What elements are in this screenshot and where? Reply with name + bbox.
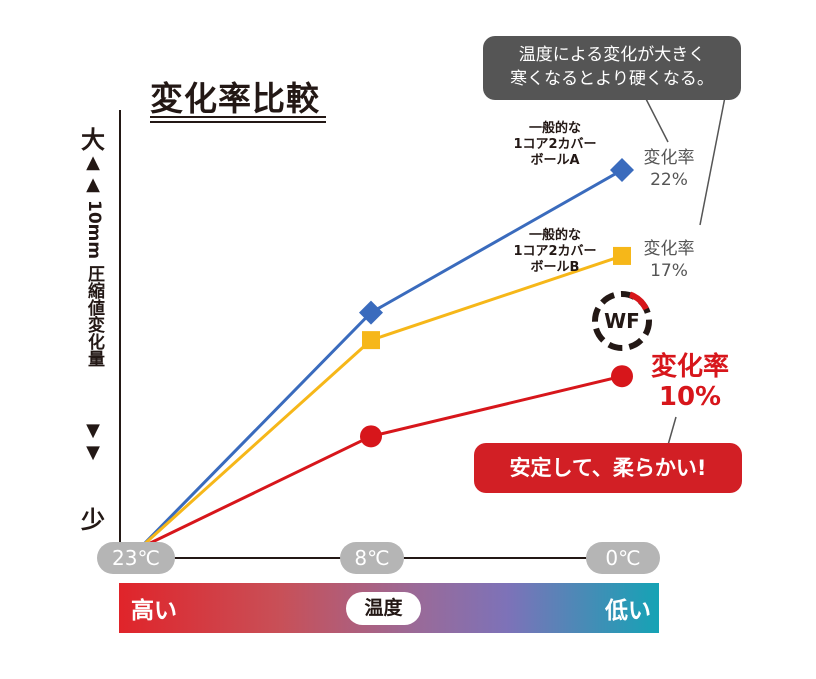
callout-pointer-red <box>667 416 677 446</box>
series-a-label-line: 一般的な <box>528 121 581 136</box>
data-point-square <box>362 331 380 350</box>
rate-label: 変化率 <box>650 352 729 382</box>
rate-value: 22% <box>650 170 688 190</box>
rate-value: 10% <box>658 382 722 412</box>
series-line-1 <box>138 254 623 550</box>
series-wf-rate: 変化率 10% <box>640 352 740 412</box>
series-a-label: 一般的な 1コア2カバー ボールA <box>500 121 610 169</box>
data-point-diamond <box>610 158 634 183</box>
wf-logo-accent <box>628 291 649 311</box>
y-bottom-label: 少 <box>81 506 105 534</box>
wf-logo-text: WF <box>604 309 640 333</box>
series-a-rate: 変化率 22% <box>634 147 704 191</box>
y-top-label: 大 <box>81 126 105 154</box>
data-point-circle <box>360 425 382 448</box>
band-low-label: 低い <box>605 598 651 624</box>
gray-callout: 温度による変化が大きく 寒くなるとより硬くなる。 <box>483 36 741 100</box>
title-underline <box>150 116 326 118</box>
chart-title: 変化率比較 <box>150 79 320 118</box>
red-callout: 安定して、柔らかい! <box>474 443 742 493</box>
data-point-square <box>613 246 631 265</box>
series-b-label-line: 1コア2カバー <box>513 244 597 259</box>
x-axis-label: 温度 <box>346 592 421 625</box>
rate-label: 変化率 <box>643 148 695 168</box>
x-tick-label: 8℃ <box>340 542 404 574</box>
gray-callout-line-2: 寒くなるとより硬くなる。 <box>510 69 714 89</box>
data-point-diamond <box>359 300 383 325</box>
series-b-label-line: ボールB <box>530 260 580 275</box>
series-a-label-line: 1コア2カバー <box>513 137 597 152</box>
series-b-label-line: 一般的な <box>528 228 581 243</box>
gray-callout-line-1: 温度による変化が大きく <box>518 45 706 65</box>
data-point-circle <box>611 365 633 388</box>
temperature-band: 高い 温度 低い <box>119 583 659 633</box>
rate-value: 17% <box>650 261 688 281</box>
callout-pointer-b <box>699 96 726 226</box>
rate-label: 変化率 <box>643 239 695 259</box>
series-b-rate: 変化率 17% <box>634 238 704 282</box>
y-axis-label: 10mm 圧縮値変化量 <box>84 200 104 368</box>
series-b-label: 一般的な 1コア2カバー ボールB <box>500 228 610 276</box>
series-a-label-line: ボールA <box>530 153 580 168</box>
callout-pointer-a <box>644 96 669 143</box>
x-tick-label: 0℃ <box>586 542 660 574</box>
band-high-label: 高い <box>131 598 177 624</box>
up-arrows-icon: ▲ ▲ <box>86 152 100 195</box>
title-underline-2 <box>150 121 326 123</box>
down-arrows-icon: ▼ ▼ <box>86 420 100 463</box>
wf-logo-icon <box>592 291 652 351</box>
x-tick-label: 23℃ <box>97 542 175 574</box>
